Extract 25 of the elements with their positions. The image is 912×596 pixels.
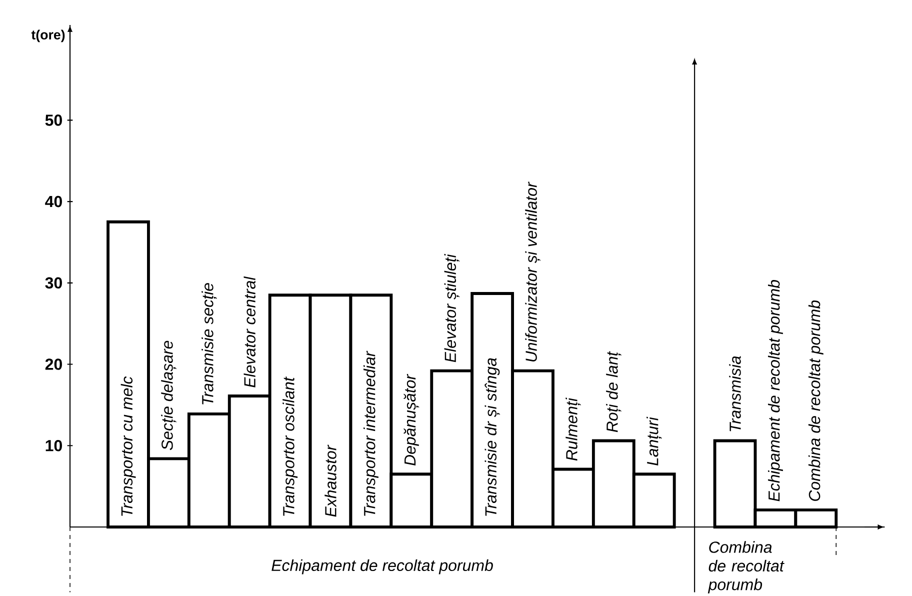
x-tick-label: Exhaustor (324, 444, 336, 517)
x-tick-label: Combina de recoltat porumb (808, 300, 824, 501)
x-tick-label: Lanțuri (646, 416, 662, 466)
x-tick-label: Transmisie dr și stînga (484, 358, 500, 516)
x-tick-label: Roți de lanț (606, 351, 622, 432)
x-tick-label: Elevator central (244, 276, 256, 388)
y-axis-title: t(ore) (31, 30, 65, 42)
x-tick-label: Transportor oscilant (282, 376, 298, 516)
x-tick-label: Transportor intermediar (364, 350, 378, 516)
x-tick-label: Depănușător (404, 374, 420, 466)
x-tick-label: Transmisia (729, 356, 741, 432)
x-tick-label: Transmisie secție (202, 283, 217, 404)
y-tick-label: 40 (45, 196, 62, 208)
x-tick-label: Rulmenți (566, 398, 581, 461)
x-tick-label: Echipament de recoltat porumb (768, 280, 783, 502)
x-tick-label: Transportor cu melc (120, 376, 136, 516)
y-tick-label: 50 (45, 114, 62, 126)
text: Combina de recoltat porumb (708, 541, 784, 594)
x-tick-label: Elevator știuleți (444, 254, 460, 362)
x-tick-label: Secție delașare (161, 340, 176, 450)
y-tick-label: 10 (46, 440, 62, 452)
x-tick-label: Uniformizator și ventilator (525, 182, 540, 362)
y-tick-label: 30 (45, 277, 62, 289)
text: Echipament de recoltat porumb (272, 559, 493, 574)
y-tick-label: 20 (45, 358, 62, 370)
